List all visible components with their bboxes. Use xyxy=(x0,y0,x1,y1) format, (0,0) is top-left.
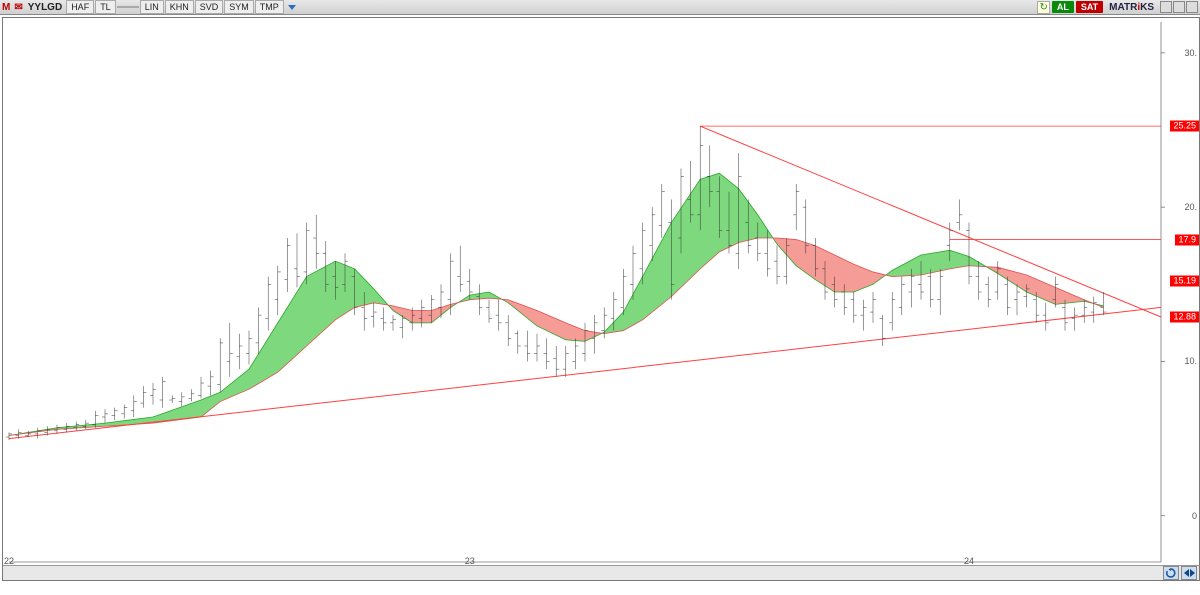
brand-post: KS xyxy=(1140,2,1154,13)
y-tick-label: 10. xyxy=(1184,356,1197,366)
btn-svd[interactable]: SVD xyxy=(195,0,224,14)
ticker-symbol[interactable]: YYLGD xyxy=(27,2,66,13)
btn-lin[interactable]: LIN xyxy=(140,0,164,14)
refresh-icon[interactable]: ↻ xyxy=(1037,1,1049,14)
dropdown-icon[interactable] xyxy=(288,5,296,10)
m-icon: M xyxy=(2,2,10,13)
minimize-button[interactable] xyxy=(1160,1,1172,13)
btn-blank[interactable] xyxy=(117,6,139,8)
toolbar: M ✉ YYLGD HAF TL LIN KHN SVD SYM TMP ↻ A… xyxy=(0,0,1200,15)
price-tag: 12.88 xyxy=(1170,311,1199,322)
maximize-button[interactable] xyxy=(1173,1,1185,13)
badge-sat[interactable]: SAT xyxy=(1076,1,1103,13)
btn-tmp[interactable]: TMP xyxy=(255,0,284,14)
badge-al[interactable]: AL xyxy=(1052,1,1074,13)
window-buttons xyxy=(1160,1,1198,13)
btn-haf[interactable]: HAF xyxy=(66,0,94,14)
footer-refresh-icon[interactable] xyxy=(1163,566,1179,580)
y-tick-label: 30. xyxy=(1184,48,1197,58)
chart-container[interactable]: 010.20.30.25.2517.915.1912.88222324 xyxy=(2,17,1200,581)
mail-icon[interactable]: ✉ xyxy=(10,2,26,13)
price-tag: 15.19 xyxy=(1170,276,1199,287)
brand-pre: MATR xyxy=(1109,2,1137,13)
btn-khn[interactable]: KHN xyxy=(165,0,194,14)
chart-footer xyxy=(3,565,1199,580)
toolbar-right: ↻ AL SAT MATRiKS xyxy=(1037,0,1198,14)
price-chart[interactable] xyxy=(3,18,1199,580)
brand-logo: MATRiKS xyxy=(1105,2,1158,13)
toolbar-left: M ✉ YYLGD HAF TL LIN KHN SVD SYM TMP xyxy=(2,0,299,14)
btn-sym[interactable]: SYM xyxy=(224,0,254,14)
footer-scroll-icon[interactable] xyxy=(1181,566,1197,580)
price-tag: 25.25 xyxy=(1170,121,1199,132)
price-tag: 17.9 xyxy=(1175,234,1199,245)
btn-tl[interactable]: TL xyxy=(95,0,116,14)
y-tick-label: 0 xyxy=(1192,511,1197,521)
close-button[interactable] xyxy=(1186,1,1198,13)
y-tick-label: 20. xyxy=(1184,202,1197,212)
